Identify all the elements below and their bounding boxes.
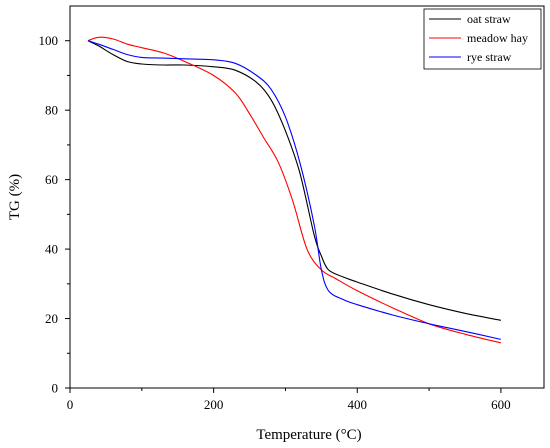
x-tick-label: 200: [204, 397, 224, 412]
legend-label-meadow-hay: meadow hay: [467, 31, 528, 45]
series-lines: [87, 36, 502, 344]
legend-label-rye-straw: rye straw: [467, 50, 512, 64]
y-tick-label: 40: [45, 242, 58, 257]
plot-frame: [69, 5, 545, 389]
y-tick-label: 60: [45, 172, 58, 187]
series-line-rye-straw: [87, 40, 502, 340]
x-tick-label: 600: [491, 397, 511, 412]
y-tick-label: 0: [52, 381, 59, 396]
y-axis-label: TG (%): [7, 174, 23, 220]
x-tick-label: 0: [67, 397, 74, 412]
axis-ticks: 0 200 400 600 0 20 40 60 80 100: [39, 33, 511, 412]
series-line-meadow-hay: [87, 36, 502, 344]
x-tick-label: 400: [348, 397, 368, 412]
y-tick-label: 20: [45, 311, 58, 326]
legend: oat straw meadow hay rye straw: [423, 8, 542, 70]
x-axis-label: Temperature (°C): [256, 427, 361, 443]
series-line-oat-straw: [87, 40, 502, 321]
y-tick-label: 100: [39, 33, 59, 48]
legend-label-oat-straw: oat straw: [467, 12, 511, 26]
y-tick-label: 80: [45, 103, 58, 118]
